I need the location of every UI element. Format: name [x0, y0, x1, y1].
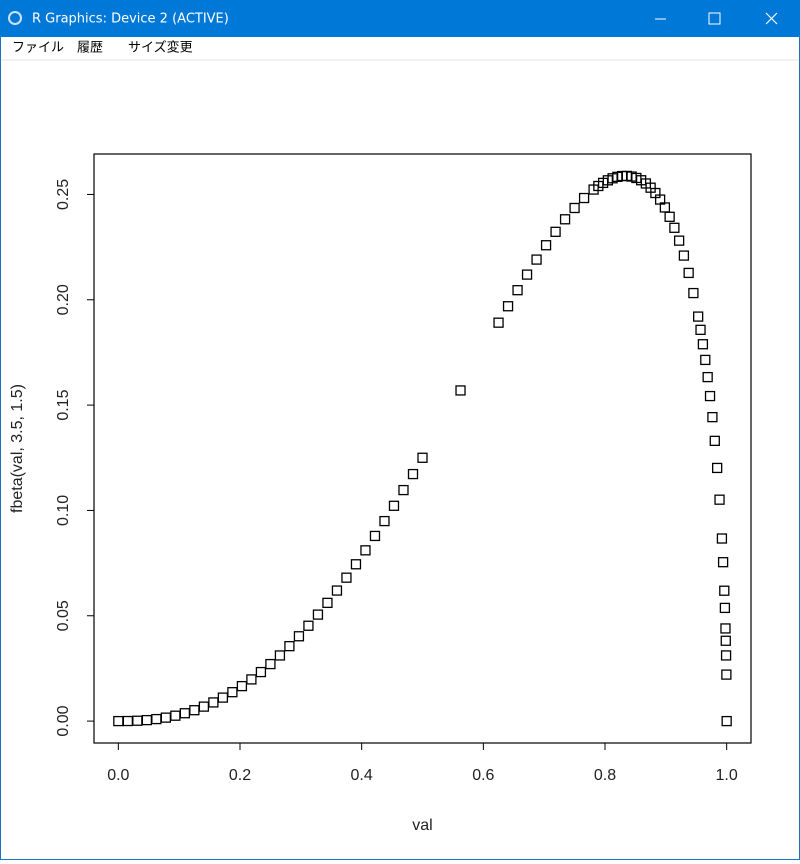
point: [521, 269, 533, 280]
point: [312, 609, 324, 620]
x-tick-label: 0.8: [594, 767, 616, 784]
point: [303, 620, 314, 631]
point: [331, 585, 343, 596]
point: [531, 254, 542, 265]
point: [688, 287, 699, 299]
x-tick-label: 0.0: [107, 767, 129, 784]
y-axis-label: fbeta(val, 3.5, 1.5): [9, 384, 26, 513]
point: [693, 311, 704, 322]
point: [455, 385, 466, 396]
point: [709, 435, 720, 447]
y-tick-label: 0.25: [55, 179, 72, 210]
point: [255, 666, 267, 678]
point: [265, 658, 276, 670]
point: [673, 235, 685, 246]
point: [350, 559, 362, 570]
point: [407, 468, 419, 480]
point: [550, 226, 561, 237]
point: [721, 715, 732, 727]
point: [720, 623, 731, 634]
x-tick-label: 1.0: [716, 767, 738, 784]
x-tick-label: 0.2: [229, 767, 251, 784]
point: [712, 462, 723, 474]
point: [716, 533, 728, 544]
point: [695, 324, 706, 335]
point: [217, 692, 229, 703]
point: [274, 650, 286, 661]
point: [227, 687, 238, 698]
point: [721, 669, 732, 680]
point: [664, 211, 675, 222]
x-tick-label: 0.6: [472, 767, 494, 784]
menu-bar: [1, 37, 799, 60]
point: [284, 641, 295, 652]
point: [360, 545, 371, 556]
point: [704, 390, 716, 402]
title-bar: [0, 0, 800, 37]
point: [719, 602, 731, 614]
point: [702, 371, 713, 383]
y-tick-label: 0.20: [55, 284, 72, 315]
point: [322, 597, 333, 609]
point: [398, 484, 409, 496]
menu-item[interactable]: ファイル: [12, 41, 64, 56]
y-tick-label: 0.00: [55, 705, 72, 736]
menu-item[interactable]: 履歴: [77, 41, 103, 56]
point: [714, 494, 725, 505]
point: [717, 557, 729, 568]
point: [512, 285, 523, 296]
point: [719, 585, 730, 596]
point: [540, 240, 552, 251]
window-title: R Graphics: Device 2 (ACTIVE): [32, 12, 229, 27]
x-axis-label: val: [412, 817, 432, 834]
close-button[interactable]: [765, 12, 778, 25]
point: [502, 301, 514, 312]
maximize-button[interactable]: [708, 12, 721, 25]
plot: 0.0 0.2 0.4 0.6 0.8 1.0 0.00 0.05 0.10 0.15 0.20 0.…: [9, 153, 752, 834]
point: [493, 317, 504, 328]
y-tick-label: 0.05: [55, 600, 72, 631]
point: [236, 680, 248, 692]
point: [720, 635, 731, 646]
point: [293, 631, 305, 642]
point: [678, 250, 690, 261]
y-tick-label: 0.10: [55, 495, 72, 526]
app-icon: [8, 11, 22, 25]
point: [379, 515, 390, 527]
point: [341, 572, 352, 583]
point: [707, 412, 718, 423]
point: [720, 650, 732, 661]
point: [683, 267, 694, 279]
y-tick-label: 0.15: [55, 389, 72, 420]
menu-item[interactable]: サイズ変更: [128, 40, 193, 56]
point: [559, 214, 571, 225]
point: [246, 674, 257, 685]
point: [388, 500, 400, 511]
point: [669, 222, 680, 233]
point: [369, 530, 381, 542]
point: [697, 339, 709, 350]
point: [700, 354, 711, 366]
point: [417, 452, 428, 463]
point: [569, 202, 580, 214]
point: [578, 192, 590, 204]
x-tick-label: 0.4: [351, 767, 373, 784]
